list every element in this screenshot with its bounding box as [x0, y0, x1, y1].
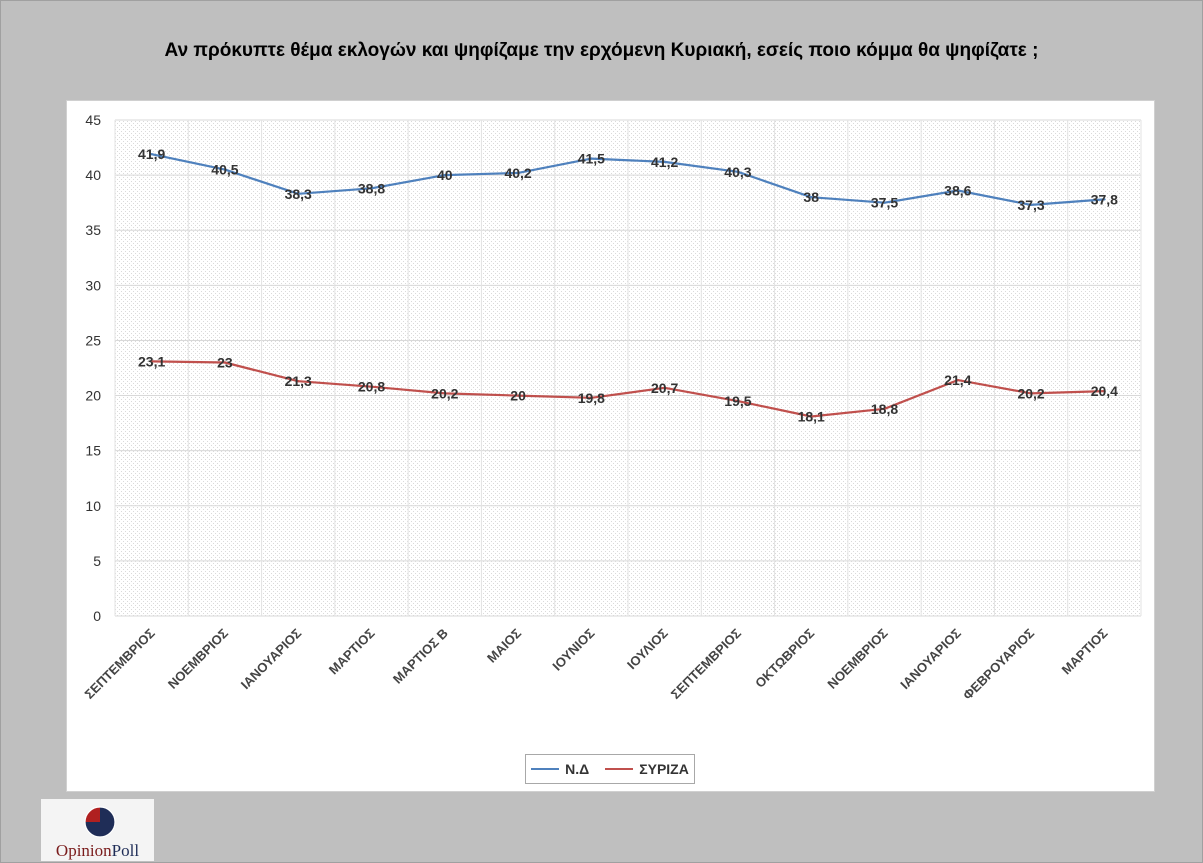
x-tick-label: ΜΑΡΤΙΟΣ: [1059, 625, 1111, 677]
x-tick-label: ΜΑΙΟΣ: [484, 625, 524, 665]
x-tick-label: ΦΕΒΡΟΥΑΡΙΟΣ: [960, 625, 1037, 702]
series-point-1: [297, 380, 300, 383]
data-label-0: 38: [803, 189, 819, 205]
data-label-1: 20,2: [431, 385, 458, 401]
data-label-0: 40: [437, 167, 453, 183]
data-label-1: 20,4: [1091, 383, 1118, 399]
data-label-0: 37,8: [1091, 191, 1118, 207]
data-label-0: 41,2: [651, 154, 678, 170]
data-label-0: 41,5: [578, 151, 605, 167]
y-tick-label: 30: [85, 277, 101, 293]
series-point-0: [736, 170, 740, 174]
data-label-1: 20,2: [1017, 385, 1044, 401]
data-label-0: 40,3: [724, 164, 751, 180]
legend: Ν.Δ ΣΥΡΙΖΑ: [525, 754, 695, 784]
y-tick-label: 40: [85, 167, 101, 183]
data-label-1: 21,4: [944, 372, 971, 388]
series-line-1: [151, 360, 1105, 418]
x-tick-label: ΣΕΠΤΕΜΒΡΙΟΣ: [668, 625, 744, 701]
data-label-0: 37,3: [1017, 197, 1044, 213]
x-tick-label: ΙΑΝΟΥΑΡΙΟΣ: [897, 625, 964, 692]
chart-title: Αν πρόκυπτε θέμα εκλογών και ψηφίζαμε τη…: [164, 40, 1039, 61]
y-tick-label: 0: [93, 608, 101, 624]
series-point-1: [1103, 389, 1106, 393]
data-label-1: 18,1: [798, 408, 825, 424]
series-point-0: [297, 192, 300, 196]
data-label-0: 40,2: [504, 165, 531, 181]
series-point-0: [223, 168, 227, 171]
series-point-0: [590, 157, 593, 160]
logo-text-opinion: Opinion: [55, 841, 112, 860]
series-point-1: [590, 396, 593, 399]
legend-item-nd: Ν.Δ: [531, 761, 589, 777]
logo-text-poll: Poll: [111, 841, 140, 860]
series-point-0: [956, 189, 959, 192]
y-tick-label: 15: [85, 443, 101, 459]
series-point-1: [150, 360, 153, 363]
legend-line-syriza: [605, 768, 634, 770]
opinionpoll-logo: OpinionPoll: [41, 799, 154, 861]
legend-item-syriza: ΣΥΡΙΖΑ: [605, 761, 689, 777]
data-label-1: 21,3: [285, 373, 312, 389]
x-tick-label: ΜΑΡΤΙΟΣ Β: [390, 626, 451, 687]
data-label-1: 20,8: [358, 379, 385, 395]
series-point-0: [150, 152, 153, 156]
chart-panel: 0 5 10 15 20 25 30 35 40 45 ΣΕΠΤΕΜΒΡΙΟΣ ΝΟΕΜΒΡΙΟΣ Ι…: [66, 100, 1155, 792]
y-tick-label: 20: [85, 388, 101, 404]
data-label-1: 23,1: [138, 353, 165, 369]
series-point-1: [736, 399, 740, 403]
data-label-1: 23: [217, 354, 233, 370]
y-tick-label: 45: [85, 112, 101, 128]
series-point-1: [883, 407, 886, 410]
series-point-0: [516, 171, 520, 175]
data-label-1: 19,5: [724, 393, 751, 409]
x-tick-label: ΝΟΕΜΒΡΙΟΣ: [165, 625, 231, 691]
logo-mark-icon: [84, 806, 116, 838]
series-point-1: [663, 386, 666, 390]
series-point-0: [370, 187, 373, 190]
data-label-1: 20: [510, 388, 526, 404]
data-label-1: 20,7: [651, 380, 678, 396]
series-point-0: [443, 173, 446, 177]
y-tick-label: 35: [85, 222, 101, 238]
series-point-0: [1103, 198, 1106, 201]
x-tick-label: ΙΟΥΛΙΟΣ: [624, 625, 671, 672]
y-tick-label: 10: [85, 498, 101, 514]
series-point-0: [663, 160, 666, 164]
data-label-0: 38,6: [944, 183, 971, 199]
logo-text: OpinionPoll: [41, 841, 154, 861]
x-tick-label: ΣΕΠΤΕΜΒΡΙΟΣ: [81, 625, 157, 701]
series-point-1: [223, 361, 227, 364]
series-point-1: [516, 394, 520, 397]
series-point-1: [810, 415, 813, 418]
series-point-0: [810, 195, 813, 199]
legend-label-nd: Ν.Δ: [565, 761, 590, 777]
series-point-1: [443, 392, 446, 395]
series-point-1: [956, 378, 959, 382]
series-point-0: [1029, 203, 1033, 207]
data-label-0: 38,8: [358, 180, 385, 196]
series-line-0: [151, 153, 1105, 207]
series-point-1: [1029, 392, 1033, 395]
data-label-0: 37,5: [871, 195, 898, 211]
data-label-1: 19,8: [578, 390, 605, 406]
data-label-0: 38,3: [285, 186, 312, 202]
x-tick-label: ΙΟΥΝΙΟΣ: [549, 625, 597, 673]
x-tick-label: ΝΟΕΜΒΡΙΟΣ: [824, 625, 890, 691]
legend-line-nd: [531, 768, 560, 770]
data-label-1: 18,8: [871, 401, 898, 417]
x-tick-label: ΙΑΝΟΥΑΡΙΟΣ: [238, 625, 305, 692]
y-tick-label: 25: [85, 332, 101, 348]
series-point-0: [883, 201, 886, 204]
data-label-0: 40,5: [211, 162, 238, 178]
legend-label-syriza: ΣΥΡΙΖΑ: [639, 761, 689, 777]
y-tick-label: 5: [93, 553, 101, 569]
series-point-1: [370, 385, 373, 388]
x-tick-label: ΟΚΤΩΒΡΙΟΣ: [752, 625, 817, 690]
x-tick-label: ΜΑΡΤΙΟΣ: [326, 625, 378, 677]
data-label-0: 41,9: [138, 146, 165, 162]
